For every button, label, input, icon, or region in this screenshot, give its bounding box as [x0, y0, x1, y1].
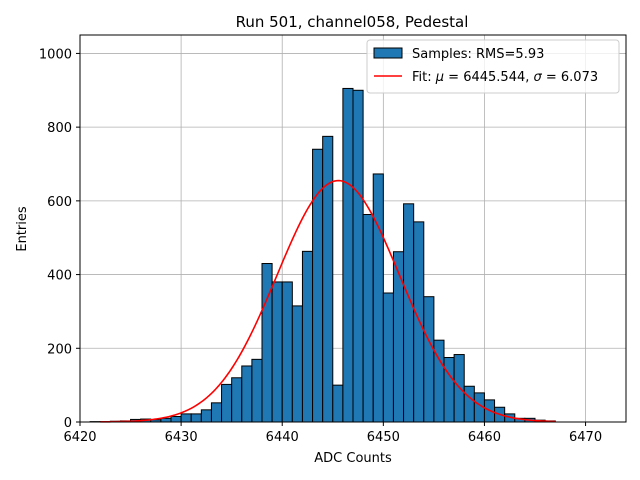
histogram-bar — [241, 365, 253, 423]
y-tick-label: 0 — [64, 416, 72, 431]
histogram-bar — [170, 415, 182, 423]
plot-frame — [79, 34, 627, 423]
histogram-bar — [392, 251, 405, 423]
histogram-bar — [190, 413, 202, 423]
legend-fit-mu-symbol: μ — [435, 70, 444, 85]
histogram-bar — [443, 357, 455, 423]
histogram-bar — [342, 87, 354, 423]
histogram-bars — [89, 87, 556, 423]
legend-fit-prefix: Fit: — [412, 70, 436, 85]
histogram-bar — [322, 135, 334, 423]
y-tick-label: 400 — [47, 269, 72, 284]
x-axis-ticks: 6420 6430 6440 6450 6460 6470 — [63, 422, 602, 445]
histogram-bar — [403, 203, 415, 423]
legend-samples-swatch — [373, 47, 403, 59]
histogram-bar — [352, 89, 364, 423]
histogram-bar — [382, 292, 394, 423]
legend-fit-mu-value: = 6445.544, — [444, 70, 533, 85]
y-tick-label: 800 — [47, 121, 72, 136]
x-tick-label: 6450 — [367, 430, 400, 445]
x-tick-label: 6430 — [165, 430, 198, 445]
y-axis-label: Entries — [15, 206, 30, 252]
histogram-bar — [423, 296, 435, 423]
histogram-bar — [261, 263, 273, 423]
legend-fit-label: Fit: μ = 6445.544, σ = 6.073 — [412, 70, 598, 85]
x-axis-label: ADC Counts — [314, 451, 392, 466]
x-tick-label: 6440 — [266, 430, 299, 445]
x-tick-label: 6470 — [569, 430, 602, 445]
histogram-bar — [180, 413, 192, 423]
histogram-bar — [210, 402, 223, 423]
histogram-bar — [332, 384, 344, 423]
histogram-bar — [372, 173, 384, 423]
legend-fit-sigma-symbol: σ — [534, 70, 543, 85]
histogram-bar — [231, 377, 243, 423]
histogram-bar — [413, 221, 425, 423]
histogram-bar — [200, 409, 212, 423]
histogram-bar — [271, 281, 283, 423]
histogram-bar — [362, 213, 374, 423]
y-tick-label: 600 — [47, 195, 72, 210]
legend: Samples: RMS=5.93 Fit: μ = 6445.544, σ =… — [366, 39, 620, 94]
legend-box — [366, 39, 620, 94]
histogram-bar — [291, 305, 303, 423]
fit-curve — [100, 179, 556, 423]
y-tick-label: 1000 — [39, 47, 72, 62]
x-tick-label: 6420 — [63, 430, 96, 445]
legend-fit-sigma-value: = 6.073 — [542, 70, 598, 85]
histogram-bar — [251, 358, 263, 423]
histogram-bar — [281, 281, 293, 423]
y-tick-label: 200 — [47, 342, 72, 357]
x-tick-label: 6460 — [468, 430, 501, 445]
histogram-bar — [160, 417, 172, 423]
histogram-bar — [463, 385, 475, 423]
y-axis-ticks: 0 200 400 600 800 1000 — [39, 47, 80, 431]
histogram-bar — [221, 383, 233, 423]
legend-samples-label: Samples: RMS=5.93 — [412, 47, 544, 62]
chart-title: Run 501, channel058, Pedestal — [236, 13, 469, 31]
histogram-bar — [301, 250, 314, 423]
